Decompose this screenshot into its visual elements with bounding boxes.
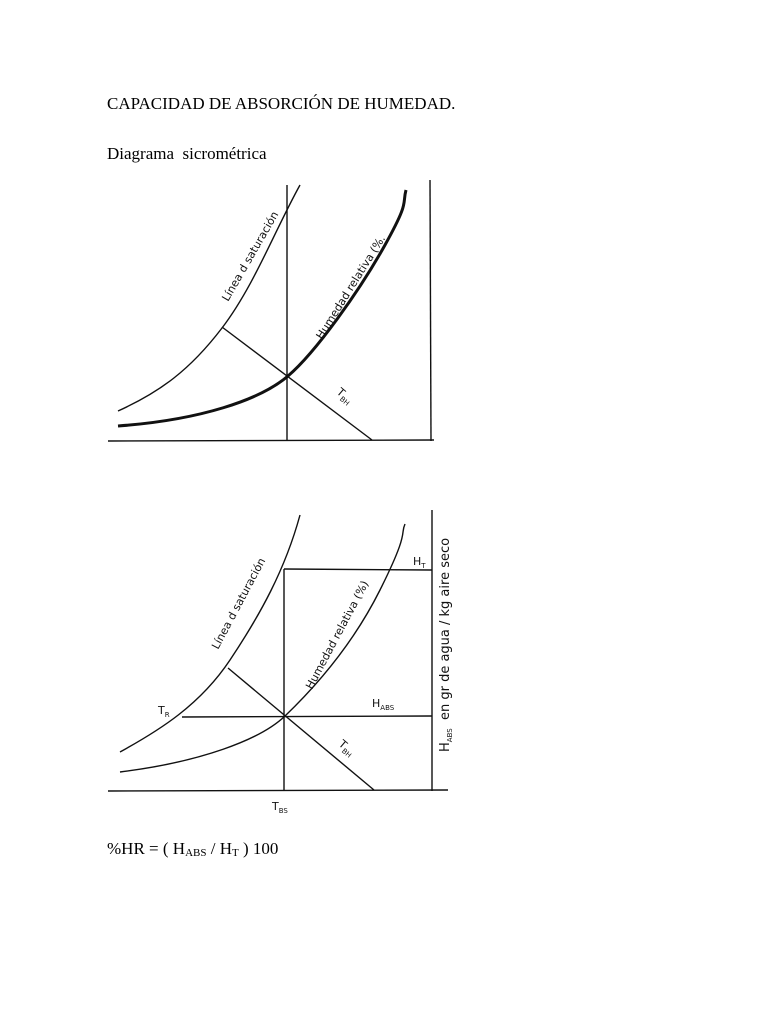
humidity-curve	[119, 523, 406, 773]
y-axis	[429, 179, 432, 442]
ht-line	[283, 568, 433, 571]
humidity-curve	[117, 189, 408, 428]
formula: %HR = ( HABS / HT ) 100	[107, 839, 278, 859]
humidity-label: Humedad relativa (%)	[303, 579, 371, 692]
tr-label: TR	[157, 704, 170, 719]
x-axis	[107, 789, 449, 792]
axis-label: HABS en gr de agua / kg aire seco	[438, 538, 454, 752]
saturation-label: Línea d saturación	[209, 556, 268, 652]
saturation-label: Línea d saturación	[219, 209, 281, 303]
subtitle: Diagrama sicrométrica	[107, 144, 267, 163]
saturation-curve	[119, 514, 301, 753]
wet-bulb-line	[227, 667, 375, 791]
saturation-curve	[117, 184, 301, 412]
habs-label: HABS	[372, 697, 395, 712]
diagram-2: Línea d saturación Humedad relativa (%) …	[107, 510, 454, 815]
habs-line	[181, 715, 433, 718]
humidity-label: Humedad relativa (%.	[314, 233, 389, 342]
wet-bulb-line	[221, 326, 373, 441]
ht-label: HT	[413, 555, 426, 570]
x-axis	[107, 439, 435, 442]
diagram-1: Línea d saturación Humedad relativa (%. …	[107, 179, 435, 442]
wet-bulb-label: TBH	[332, 385, 355, 408]
wet-bulb-label: TBH	[334, 737, 357, 760]
tbs-label: TBS	[271, 800, 288, 815]
title: CAPACIDAD DE ABSORCIÓN DE HUMEDAD.	[107, 94, 455, 113]
